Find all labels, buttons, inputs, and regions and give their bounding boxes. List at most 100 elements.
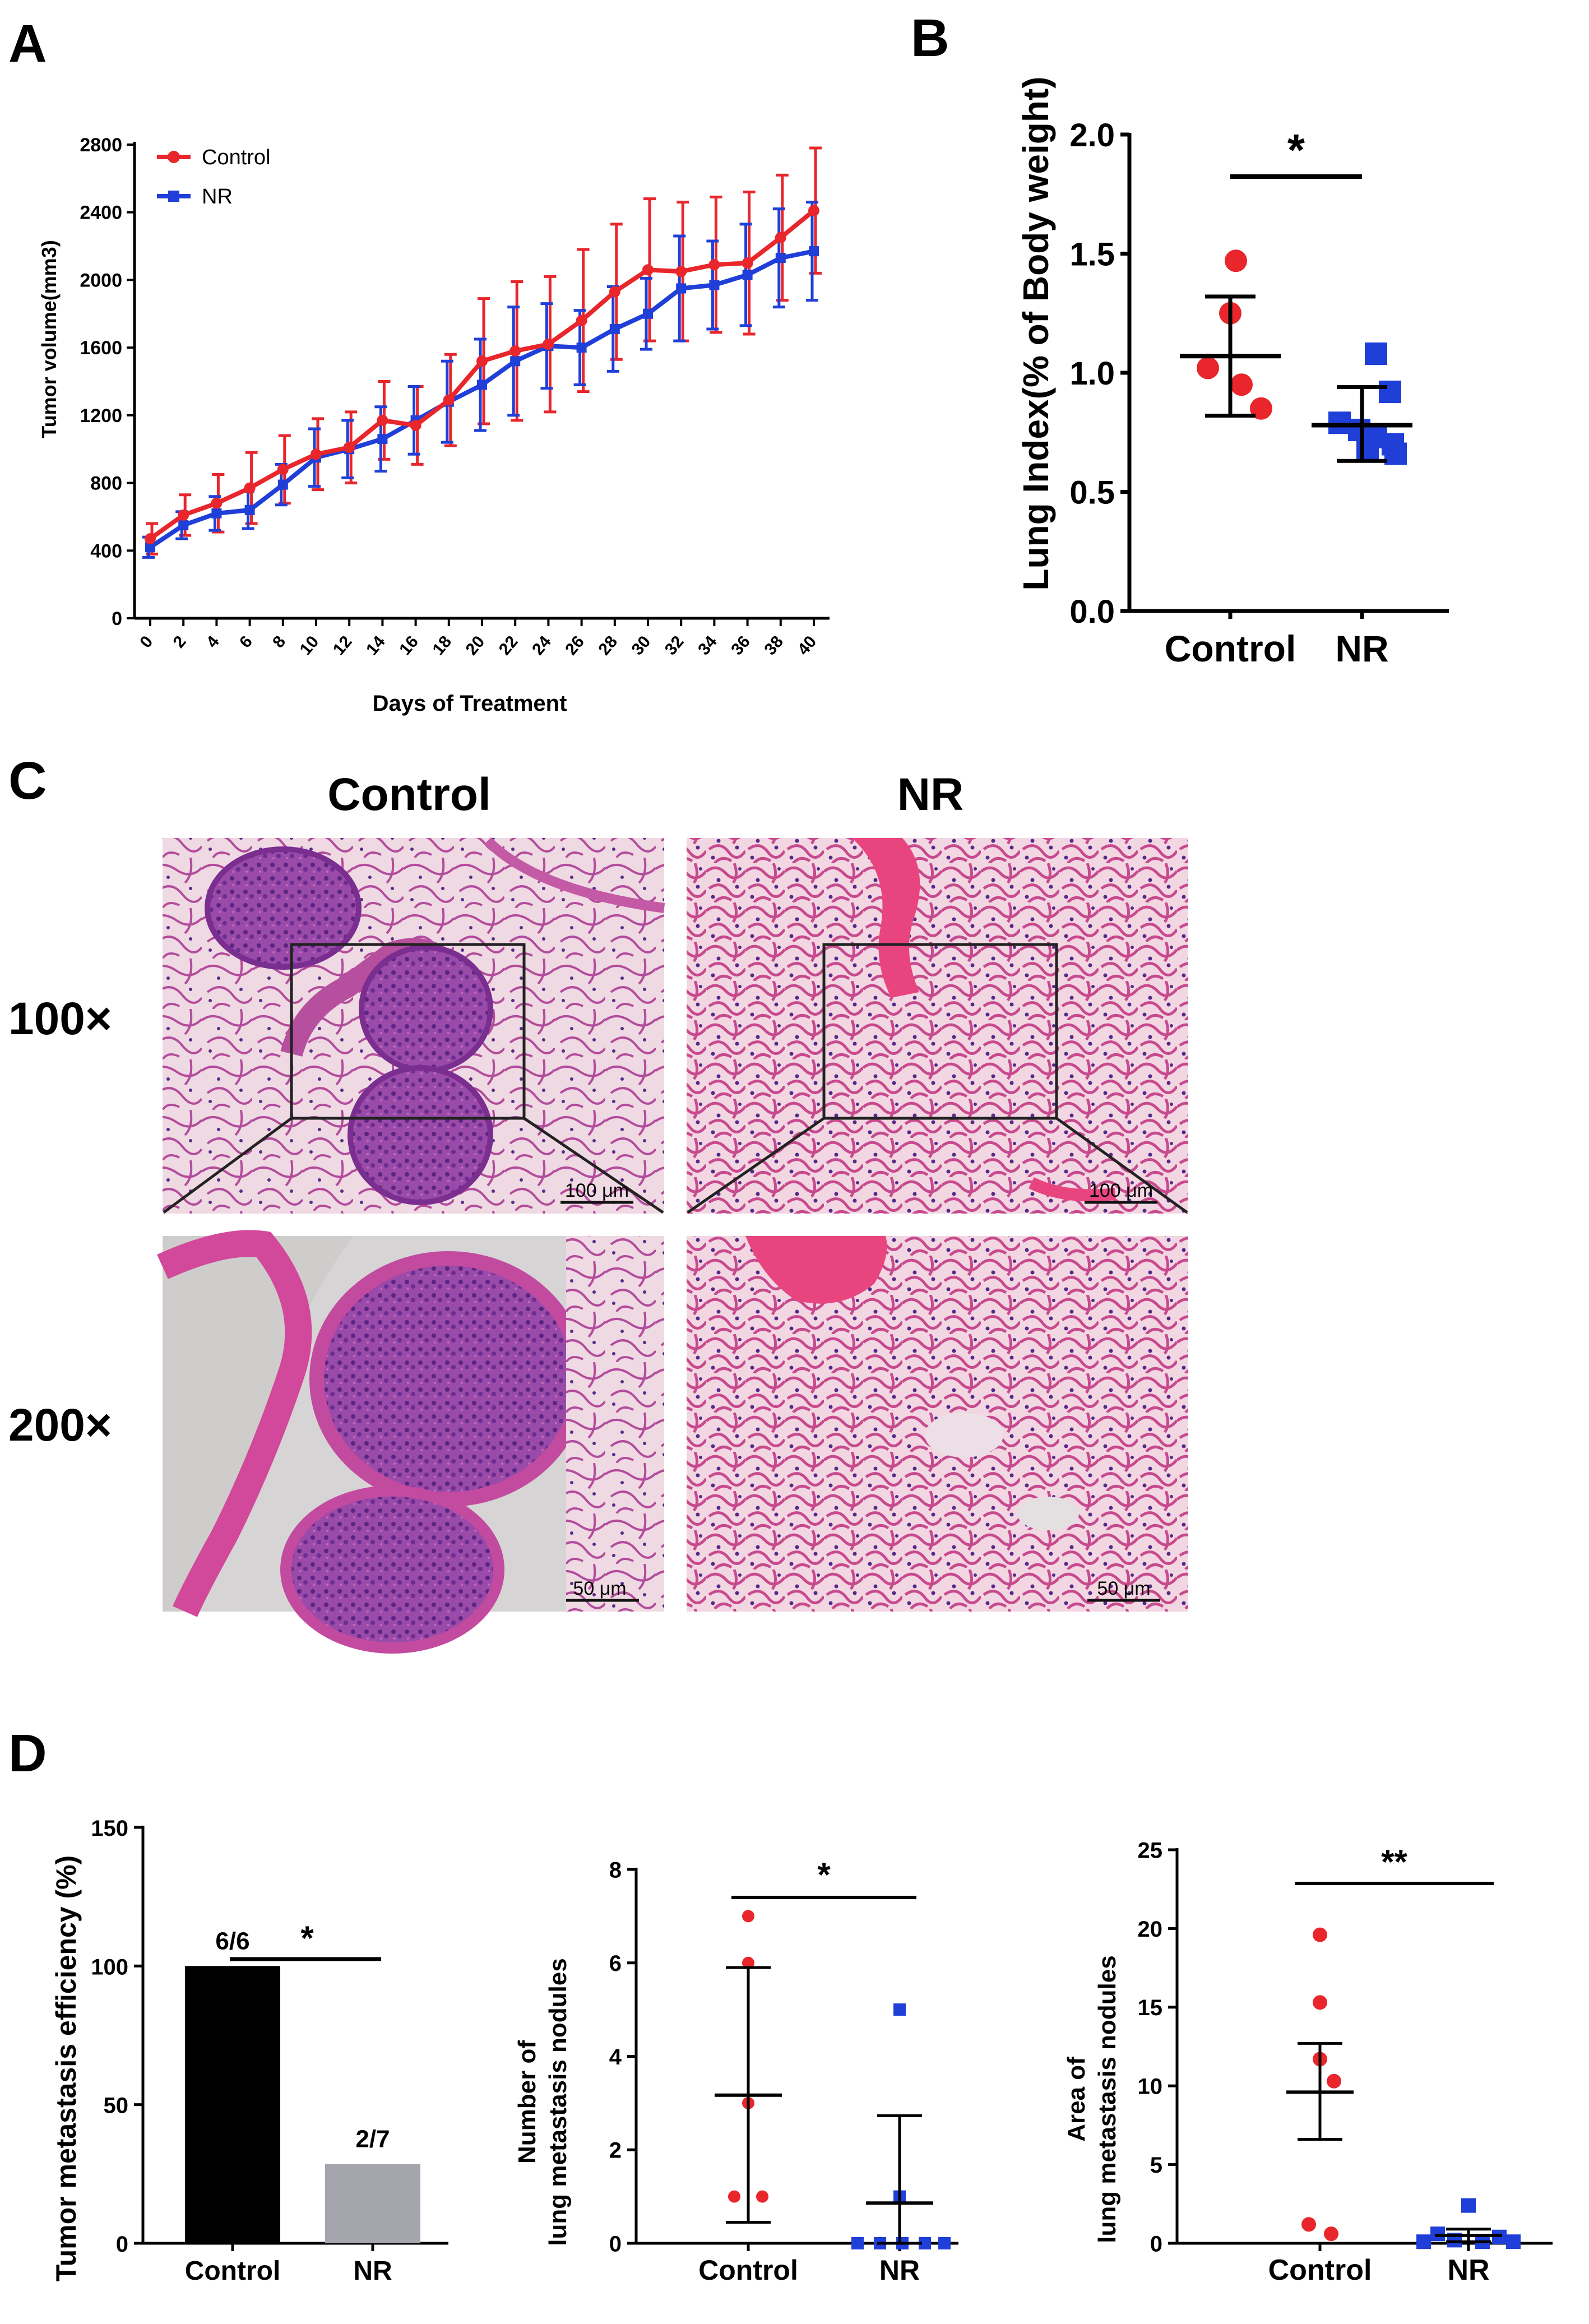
x-tick-label: 8 [269,632,289,651]
histology-image-control-100x: 100 μm [163,837,665,1214]
panel-letter-a: A [8,14,47,73]
data-point-nr [1328,411,1351,434]
y-tick-label: 100 [91,1955,128,1979]
category-label-nr: NR [1447,2254,1489,2286]
data-point-nr [510,356,521,367]
category-label-control: Control [1165,628,1296,669]
chart-a-x-axis-label: Days of Treatment [373,691,567,716]
bar-control [185,1966,280,2243]
x-tick-label: 18 [429,632,455,659]
data-point-nr [938,2237,951,2249]
category-label-control: Control [185,2256,281,2286]
panel-letter-c: C [8,751,47,811]
data-point-control [1327,2073,1341,2089]
histology-row-label-100x: 100× [8,993,112,1044]
series-line-nr [149,249,814,549]
y-tick-label: 1.5 [1069,236,1115,272]
category-label-nr: NR [1335,628,1388,669]
y-tick-label: 50 [104,2094,129,2118]
chart-a-y-axis-label: Tumor volume(mm3) [38,240,61,438]
chart-b-lung-index: 0.0 0.5 1.0 1.5 2.0 Control NR * Lung Index(% … [1016,76,1449,669]
data-point-control [775,232,786,243]
chart-a-legend: Control NR [157,146,271,209]
panel-letter-b: B [911,8,949,68]
x-tick-label: 32 [661,632,688,659]
chart-d1-metastasis-efficiency: 0 50 100 150 Control NR 6/6 2/7 * Tumor metasta… [50,1816,448,2286]
scale-bar-label-nr-200x: 50 μm [1097,1578,1150,1599]
data-point-control [311,448,322,460]
data-point-control [377,414,388,426]
histology-image-control-200x: 50 μm [157,1230,664,1654]
data-point-nr [893,2003,906,2016]
data-point-nr [1506,2234,1521,2249]
histology-col-title-control: Control [327,769,490,820]
chart-a-marks [142,146,822,559]
data-point-nr [676,283,687,294]
x-tick-label: 40 [794,632,821,659]
category-label-nr: NR [879,2254,920,2286]
y-tick-label: 0 [112,608,122,629]
y-tick-label: 1.0 [1069,355,1115,392]
y-tick-label: 2.0 [1069,117,1115,154]
significance-stars: * [1287,125,1305,175]
chart-d3-y-axis-label-line2: lung metastasis nodules [1094,1955,1121,2243]
y-tick-label: 0 [116,2232,128,2257]
data-point-nr [477,379,487,390]
x-tick-label: 28 [595,632,621,659]
data-point-control [609,286,620,298]
y-tick-label: 4 [609,2045,622,2070]
data-point-control [344,442,355,453]
y-tick-label: 15 [1138,1996,1163,2020]
x-tick-label: 0 [136,632,156,651]
data-point-control [708,259,720,271]
data-point-control [728,2190,740,2203]
data-point-nr [576,342,587,353]
y-tick-label: 10 [1138,2075,1163,2099]
data-point-control [675,266,687,277]
x-tick-label: 36 [728,632,754,659]
x-tick-label: 6 [236,632,256,651]
data-point-nr [742,270,753,280]
chart-d3-y-axis-label-line1: Area of [1063,2057,1090,2142]
x-tick-label: 14 [363,632,389,659]
data-point-control [742,1910,754,1923]
data-point-nr [851,2237,864,2249]
category-label-control: Control [1268,2254,1372,2286]
data-point-control [576,314,587,326]
y-tick-label: 0.5 [1069,474,1115,511]
data-point-control [1225,249,1247,272]
data-point-control [178,509,189,521]
data-point-nr [709,280,720,290]
bar-nr [325,2164,420,2243]
x-tick-label: 16 [396,632,422,659]
data-point-nr [211,508,222,518]
data-point-control [410,419,421,431]
category-label-control: Control [698,2254,798,2286]
x-tick-label: 2 [170,632,190,651]
significance-stars: ** [1381,1843,1407,1881]
x-tick-label: 24 [529,632,555,659]
data-point-control [1324,2226,1338,2242]
panel-letter-d: D [8,1724,47,1783]
chart-d2-axes: 0 2 4 6 8 Control NR [609,1858,958,2286]
y-tick-label: 8 [609,1858,622,1882]
y-tick-label: 0.0 [1069,594,1115,630]
chart-d3-nodule-area: 0 5 10 15 20 25 Control NR ** Area of lung meta… [1063,1838,1553,2286]
y-tick-label: 1200 [80,405,122,427]
data-point-nr [609,323,620,334]
y-tick-label: 0 [609,2232,622,2256]
data-point-control [1230,373,1253,396]
data-point-control [443,394,455,406]
chart-b-axes: 0.0 0.5 1.0 1.5 2.0 Control NR [1069,117,1449,669]
y-tick-label: 2000 [80,270,122,291]
data-point-control [642,264,654,276]
x-tick-label: 38 [761,632,787,659]
x-tick-label: 12 [330,632,356,659]
category-label-nr: NR [353,2256,392,2286]
y-tick-label: 2400 [80,202,122,224]
data-point-control [1197,357,1219,379]
y-tick-label: 6 [609,1951,622,1976]
chart-b-y-axis-label: Lung Index(% of Body weight) [1016,76,1056,590]
data-point-control [1313,1927,1327,1942]
